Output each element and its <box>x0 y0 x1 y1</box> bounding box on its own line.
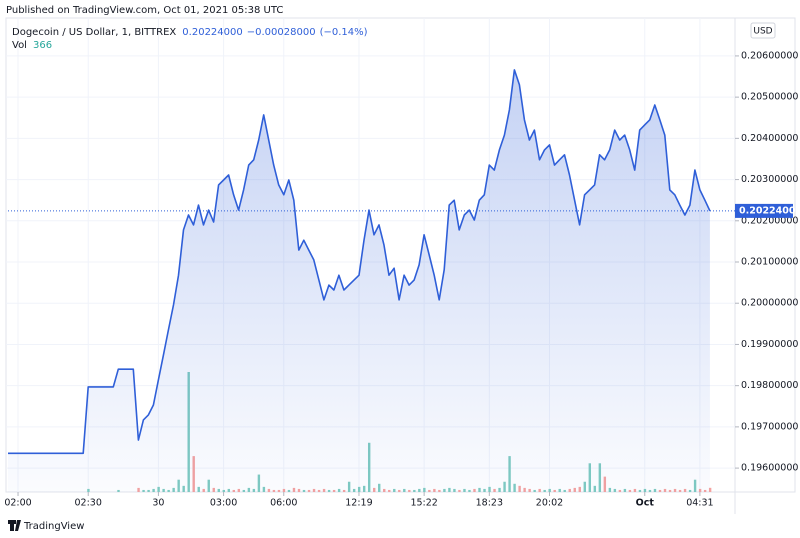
legend-symbol: Dogecoin / US Dollar, 1, BITTREX <box>12 27 176 38</box>
x-tick-label: 20:02 <box>536 498 563 509</box>
y-tick-label: 0.20100000 <box>741 257 798 268</box>
x-tick-label: 04:31 <box>686 498 713 509</box>
x-tick-label: 02:00 <box>4 498 31 509</box>
legend: Dogecoin / US Dollar, 1, BITTREX 0.202240… <box>12 27 368 38</box>
logo <box>8 520 21 531</box>
x-tick-label: 06:00 <box>270 498 297 509</box>
x-tick-label: 30 <box>152 498 164 509</box>
brand: TradingView <box>23 521 84 532</box>
x-tick-label: 12:19 <box>345 498 372 509</box>
legend-change: −0.00028000 <box>247 27 316 38</box>
legend-change-pct: (−0.14%) <box>320 27 368 38</box>
y-tick-label: 0.20000000 <box>741 298 798 309</box>
volume-bar <box>708 487 712 492</box>
last-price-box <box>735 203 793 218</box>
axes: 0.19600000 0.19700000 0.19800000 0.19900000… <box>4 50 800 508</box>
currency-box[interactable] <box>750 22 776 39</box>
area-fill <box>8 69 710 493</box>
volume-name: Vol <box>12 40 27 51</box>
last-price-label: 0.20224000 <box>739 205 800 216</box>
legend-price: 0.20224000 <box>182 27 242 38</box>
price-line <box>8 69 711 455</box>
y-tick-label: 0.20500000 <box>741 92 798 103</box>
y-tick-label: 0.19800000 <box>741 380 798 391</box>
x-tick-label: 02:30 <box>75 498 102 509</box>
y-tick-label: 0.19700000 <box>741 421 798 432</box>
y-tick-label: 0.19900000 <box>741 339 798 350</box>
y-tick-label: 0.20400000 <box>741 133 798 144</box>
x-tick-label: 03:00 <box>210 498 237 509</box>
x-tick-label: Oct <box>636 498 655 509</box>
y-tick-label: 0.20300000 <box>741 174 798 185</box>
y-tick-label: 0.20200000 <box>741 215 798 226</box>
plot <box>8 69 711 493</box>
y-tick-label: 0.19600000 <box>741 463 798 474</box>
x-tick-label: 18:23 <box>476 498 503 509</box>
volume-legend: Vol 366 <box>12 40 52 51</box>
currency: USD <box>753 27 772 37</box>
published-note: Published on TradingView.com, Oct 01, 20… <box>6 5 283 16</box>
x-tick-label: 15:22 <box>410 498 437 509</box>
y-tick-label: 0.20600000 <box>741 50 798 61</box>
volume-last: 366 <box>33 40 52 51</box>
